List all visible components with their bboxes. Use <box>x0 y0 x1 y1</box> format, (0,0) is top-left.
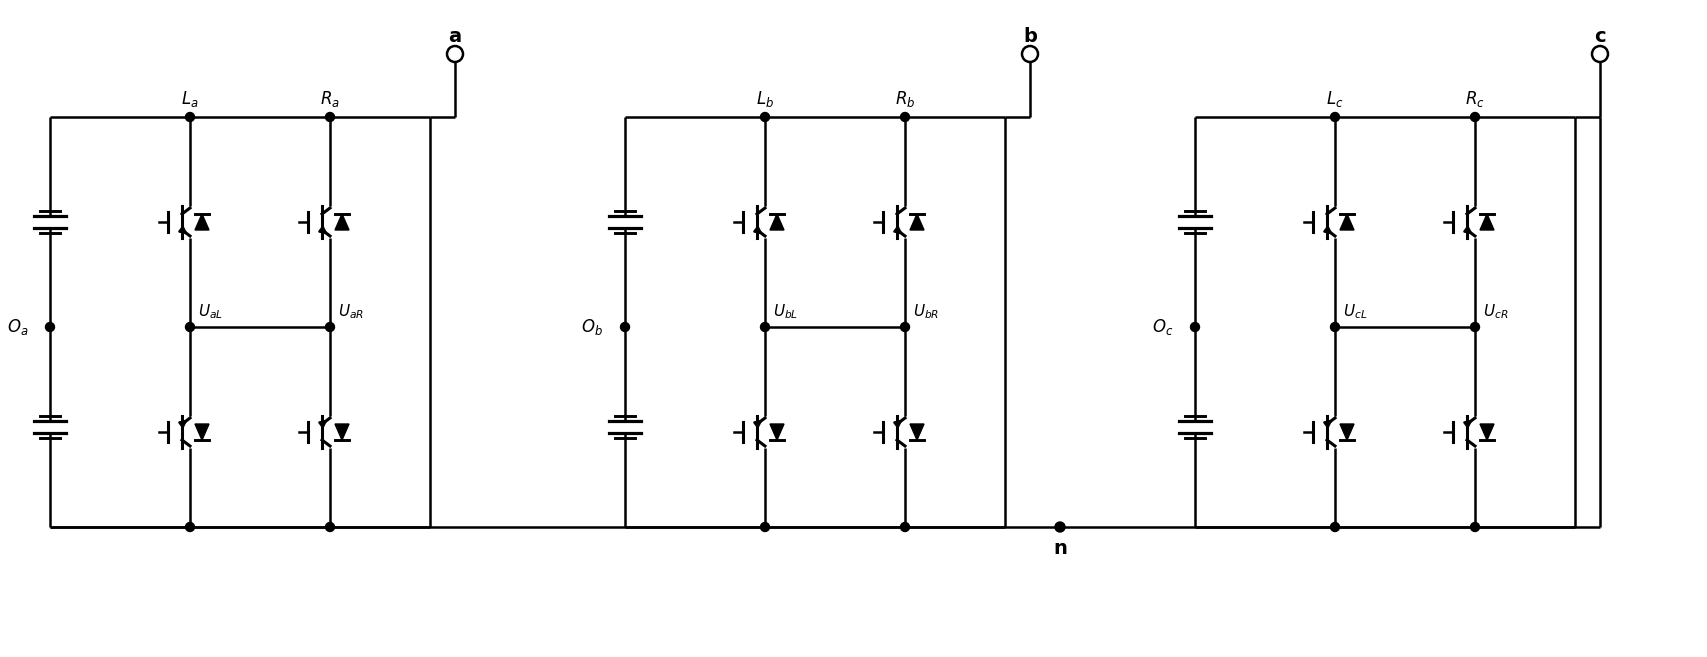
Polygon shape <box>910 214 923 230</box>
Text: $O_{b}$: $O_{b}$ <box>580 317 603 337</box>
Text: $U_{aL}$: $U_{aL}$ <box>198 302 224 321</box>
Circle shape <box>1330 323 1338 332</box>
Circle shape <box>1470 323 1478 332</box>
Text: $U_{cL}$: $U_{cL}$ <box>1342 302 1367 321</box>
Polygon shape <box>770 214 784 230</box>
Circle shape <box>46 323 55 332</box>
Text: $R_{a}$: $R_{a}$ <box>319 89 340 109</box>
Circle shape <box>620 323 630 332</box>
Circle shape <box>447 46 463 62</box>
Text: b: b <box>1022 27 1036 46</box>
Text: $U_{bR}$: $U_{bR}$ <box>913 302 939 321</box>
Circle shape <box>186 323 195 332</box>
Text: $O_{a}$: $O_{a}$ <box>7 317 27 337</box>
Circle shape <box>1470 522 1478 532</box>
Circle shape <box>760 522 770 532</box>
Circle shape <box>326 112 335 122</box>
Text: $R_{c}$: $R_{c}$ <box>1465 89 1483 109</box>
Text: a: a <box>449 27 461 46</box>
Circle shape <box>186 522 195 532</box>
Circle shape <box>326 323 335 332</box>
Text: $L_{b}$: $L_{b}$ <box>756 89 773 109</box>
Text: c: c <box>1593 27 1605 46</box>
Text: $R_{b}$: $R_{b}$ <box>894 89 915 109</box>
Circle shape <box>1330 112 1338 122</box>
Circle shape <box>760 112 770 122</box>
Text: $L_{c}$: $L_{c}$ <box>1325 89 1343 109</box>
Text: $L_{a}$: $L_{a}$ <box>181 89 198 109</box>
Polygon shape <box>1480 424 1494 440</box>
Polygon shape <box>335 424 348 440</box>
Polygon shape <box>910 424 923 440</box>
Circle shape <box>1470 112 1478 122</box>
Circle shape <box>1190 323 1198 332</box>
Text: $U_{bL}$: $U_{bL}$ <box>773 302 797 321</box>
Circle shape <box>1021 46 1038 62</box>
Text: $U_{cR}$: $U_{cR}$ <box>1482 302 1507 321</box>
Polygon shape <box>1340 214 1354 230</box>
Text: $O_{c}$: $O_{c}$ <box>1151 317 1173 337</box>
Polygon shape <box>1340 424 1354 440</box>
Polygon shape <box>195 214 208 230</box>
Circle shape <box>900 323 908 332</box>
Polygon shape <box>1480 214 1494 230</box>
Polygon shape <box>335 214 348 230</box>
Circle shape <box>1330 522 1338 532</box>
Circle shape <box>186 112 195 122</box>
Circle shape <box>1591 46 1606 62</box>
Polygon shape <box>770 424 784 440</box>
Circle shape <box>900 112 908 122</box>
Circle shape <box>900 522 908 532</box>
Circle shape <box>760 323 770 332</box>
Circle shape <box>1055 522 1065 532</box>
Text: $U_{aR}$: $U_{aR}$ <box>338 302 364 321</box>
Text: n: n <box>1053 539 1067 558</box>
Polygon shape <box>195 424 208 440</box>
Circle shape <box>326 522 335 532</box>
